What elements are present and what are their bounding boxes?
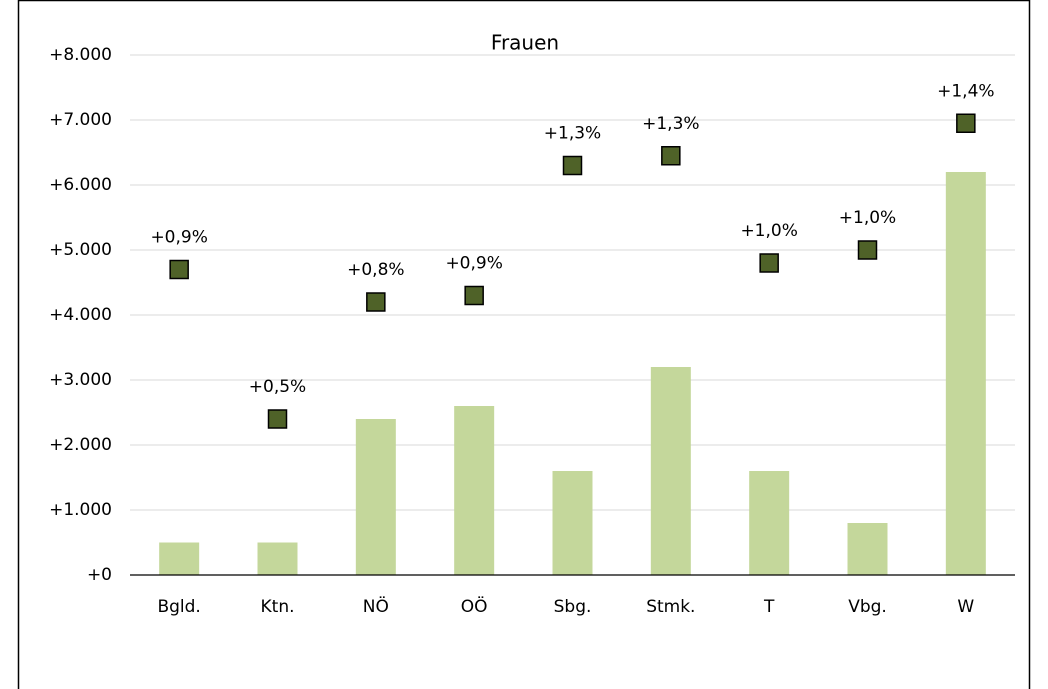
x-tick-label: Ktn.	[261, 597, 295, 617]
x-tick-label: Sbg.	[554, 597, 592, 617]
bar	[159, 542, 200, 575]
x-tick-label: NÖ	[363, 595, 389, 617]
data-label: +0,9%	[445, 254, 502, 274]
data-label: +1,0%	[740, 221, 797, 241]
marker	[464, 285, 484, 306]
x-tick-label: Vbg.	[848, 597, 887, 617]
chart-frame	[17, 0, 1031, 689]
marker	[857, 240, 878, 260]
data-label: +1,3%	[544, 124, 601, 144]
x-tick-label: Bgld.	[157, 597, 200, 617]
marker	[956, 113, 976, 133]
data-label: +1,0%	[839, 208, 896, 228]
bar	[454, 406, 495, 575]
bar	[945, 172, 986, 575]
y-tick-label: +3.000	[49, 370, 112, 390]
data-label: +0,5%	[249, 377, 306, 397]
data-label: +0,9%	[150, 228, 207, 248]
marker	[169, 259, 189, 280]
data-label: +1,3%	[642, 114, 699, 134]
marker	[759, 253, 779, 273]
chart-title: Frauen	[491, 31, 559, 55]
bar	[749, 471, 790, 575]
data-label: +0,8%	[347, 260, 404, 280]
y-tick-label: +7.000	[49, 110, 112, 130]
x-tick-label: OÖ	[461, 595, 488, 617]
y-tick-label: +8.000	[49, 45, 112, 65]
x-tick-label: Stmk.	[646, 597, 695, 617]
y-tick-label: +1.000	[49, 500, 112, 520]
y-tick-label: +5.000	[49, 240, 112, 260]
x-tick-label: W	[957, 597, 974, 617]
x-tick-label: T	[763, 597, 775, 617]
bar	[257, 542, 298, 575]
bar	[355, 419, 396, 575]
y-tick-label: +2.000	[49, 435, 112, 455]
marker	[267, 409, 288, 429]
marker	[661, 146, 681, 166]
y-tick-label: +4.000	[49, 305, 112, 325]
marker	[366, 292, 386, 312]
marker	[562, 155, 583, 176]
data-label: +1,4%	[937, 81, 994, 101]
y-tick-label: +0	[87, 565, 112, 585]
bar	[650, 367, 691, 575]
bar	[847, 523, 888, 575]
bar	[552, 471, 593, 575]
y-tick-label: +6.000	[49, 175, 112, 195]
